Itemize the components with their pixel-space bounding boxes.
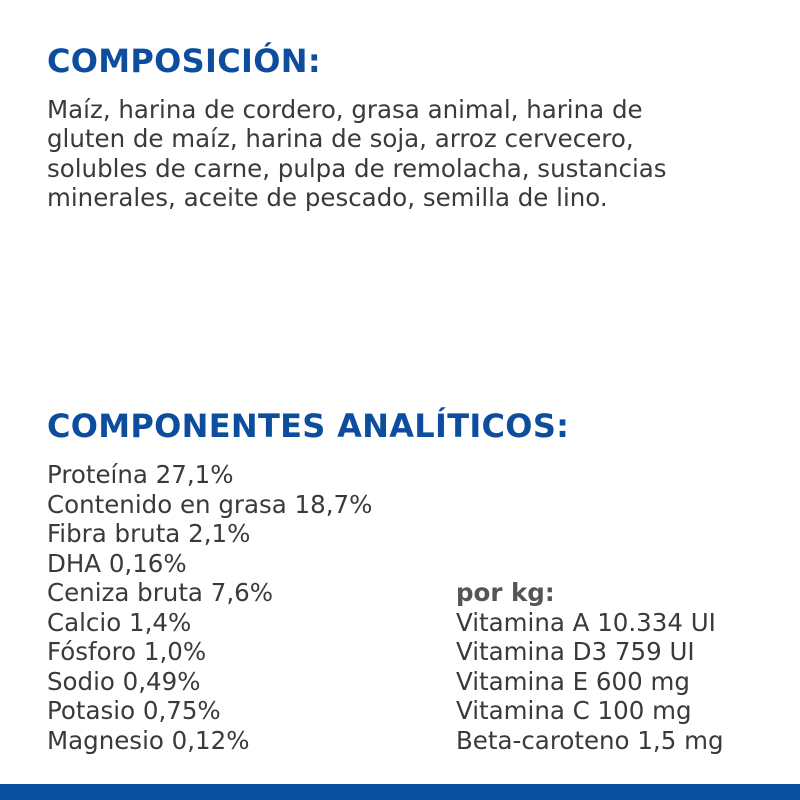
list-item: Potasio 0,75% — [47, 696, 221, 725]
bottom-bar — [0, 784, 800, 800]
vitaminas-list: por kg: Vitamina A 10.334 UI Vitamina D3… — [456, 578, 724, 755]
composicion-line: minerales, aceite de pescado, semilla de… — [47, 182, 608, 212]
composicion-title: COMPOSICIÓN: — [47, 42, 321, 80]
list-item: Vitamina D3 759 UI — [456, 637, 695, 666]
list-item: Vitamina E 600 mg — [456, 666, 690, 696]
composicion-line: gluten de maíz, harina de soja, arroz ce… — [47, 124, 634, 154]
list-item: Vitamina A 10.334 UI — [456, 607, 716, 637]
list-item: Fibra bruta 2,1% — [47, 519, 251, 548]
list-item: Ceniza bruta 7,6% — [47, 578, 273, 607]
list-item: Vitamina C 100 mg — [456, 696, 692, 725]
list-item: Beta-caroteno 1,5 mg — [456, 725, 724, 755]
list-item: Calcio 1,4% — [47, 607, 192, 637]
list-item: Sodio 0,49% — [47, 666, 201, 696]
list-item: Contenido en grasa 18,7% — [47, 489, 373, 519]
list-item: Proteína 27,1% — [47, 460, 234, 489]
list-item: DHA 0,16% — [47, 548, 187, 578]
por-kg-header: por kg: — [456, 578, 555, 607]
composicion-line: solubles de carne, pulpa de remolacha, s… — [47, 153, 667, 183]
list-item: Magnesio 0,12% — [47, 725, 250, 755]
list-item: Fósforo 1,0% — [47, 637, 207, 666]
componentes-title: COMPONENTES ANALÍTICOS: — [47, 407, 570, 445]
composicion-text: Maíz, harina de cordero, grasa animal, h… — [47, 95, 667, 212]
composicion-line: Maíz, harina de cordero, grasa animal, h… — [47, 95, 643, 124]
componentes-list: Proteína 27,1% Contenido en grasa 18,7% … — [47, 460, 372, 755]
